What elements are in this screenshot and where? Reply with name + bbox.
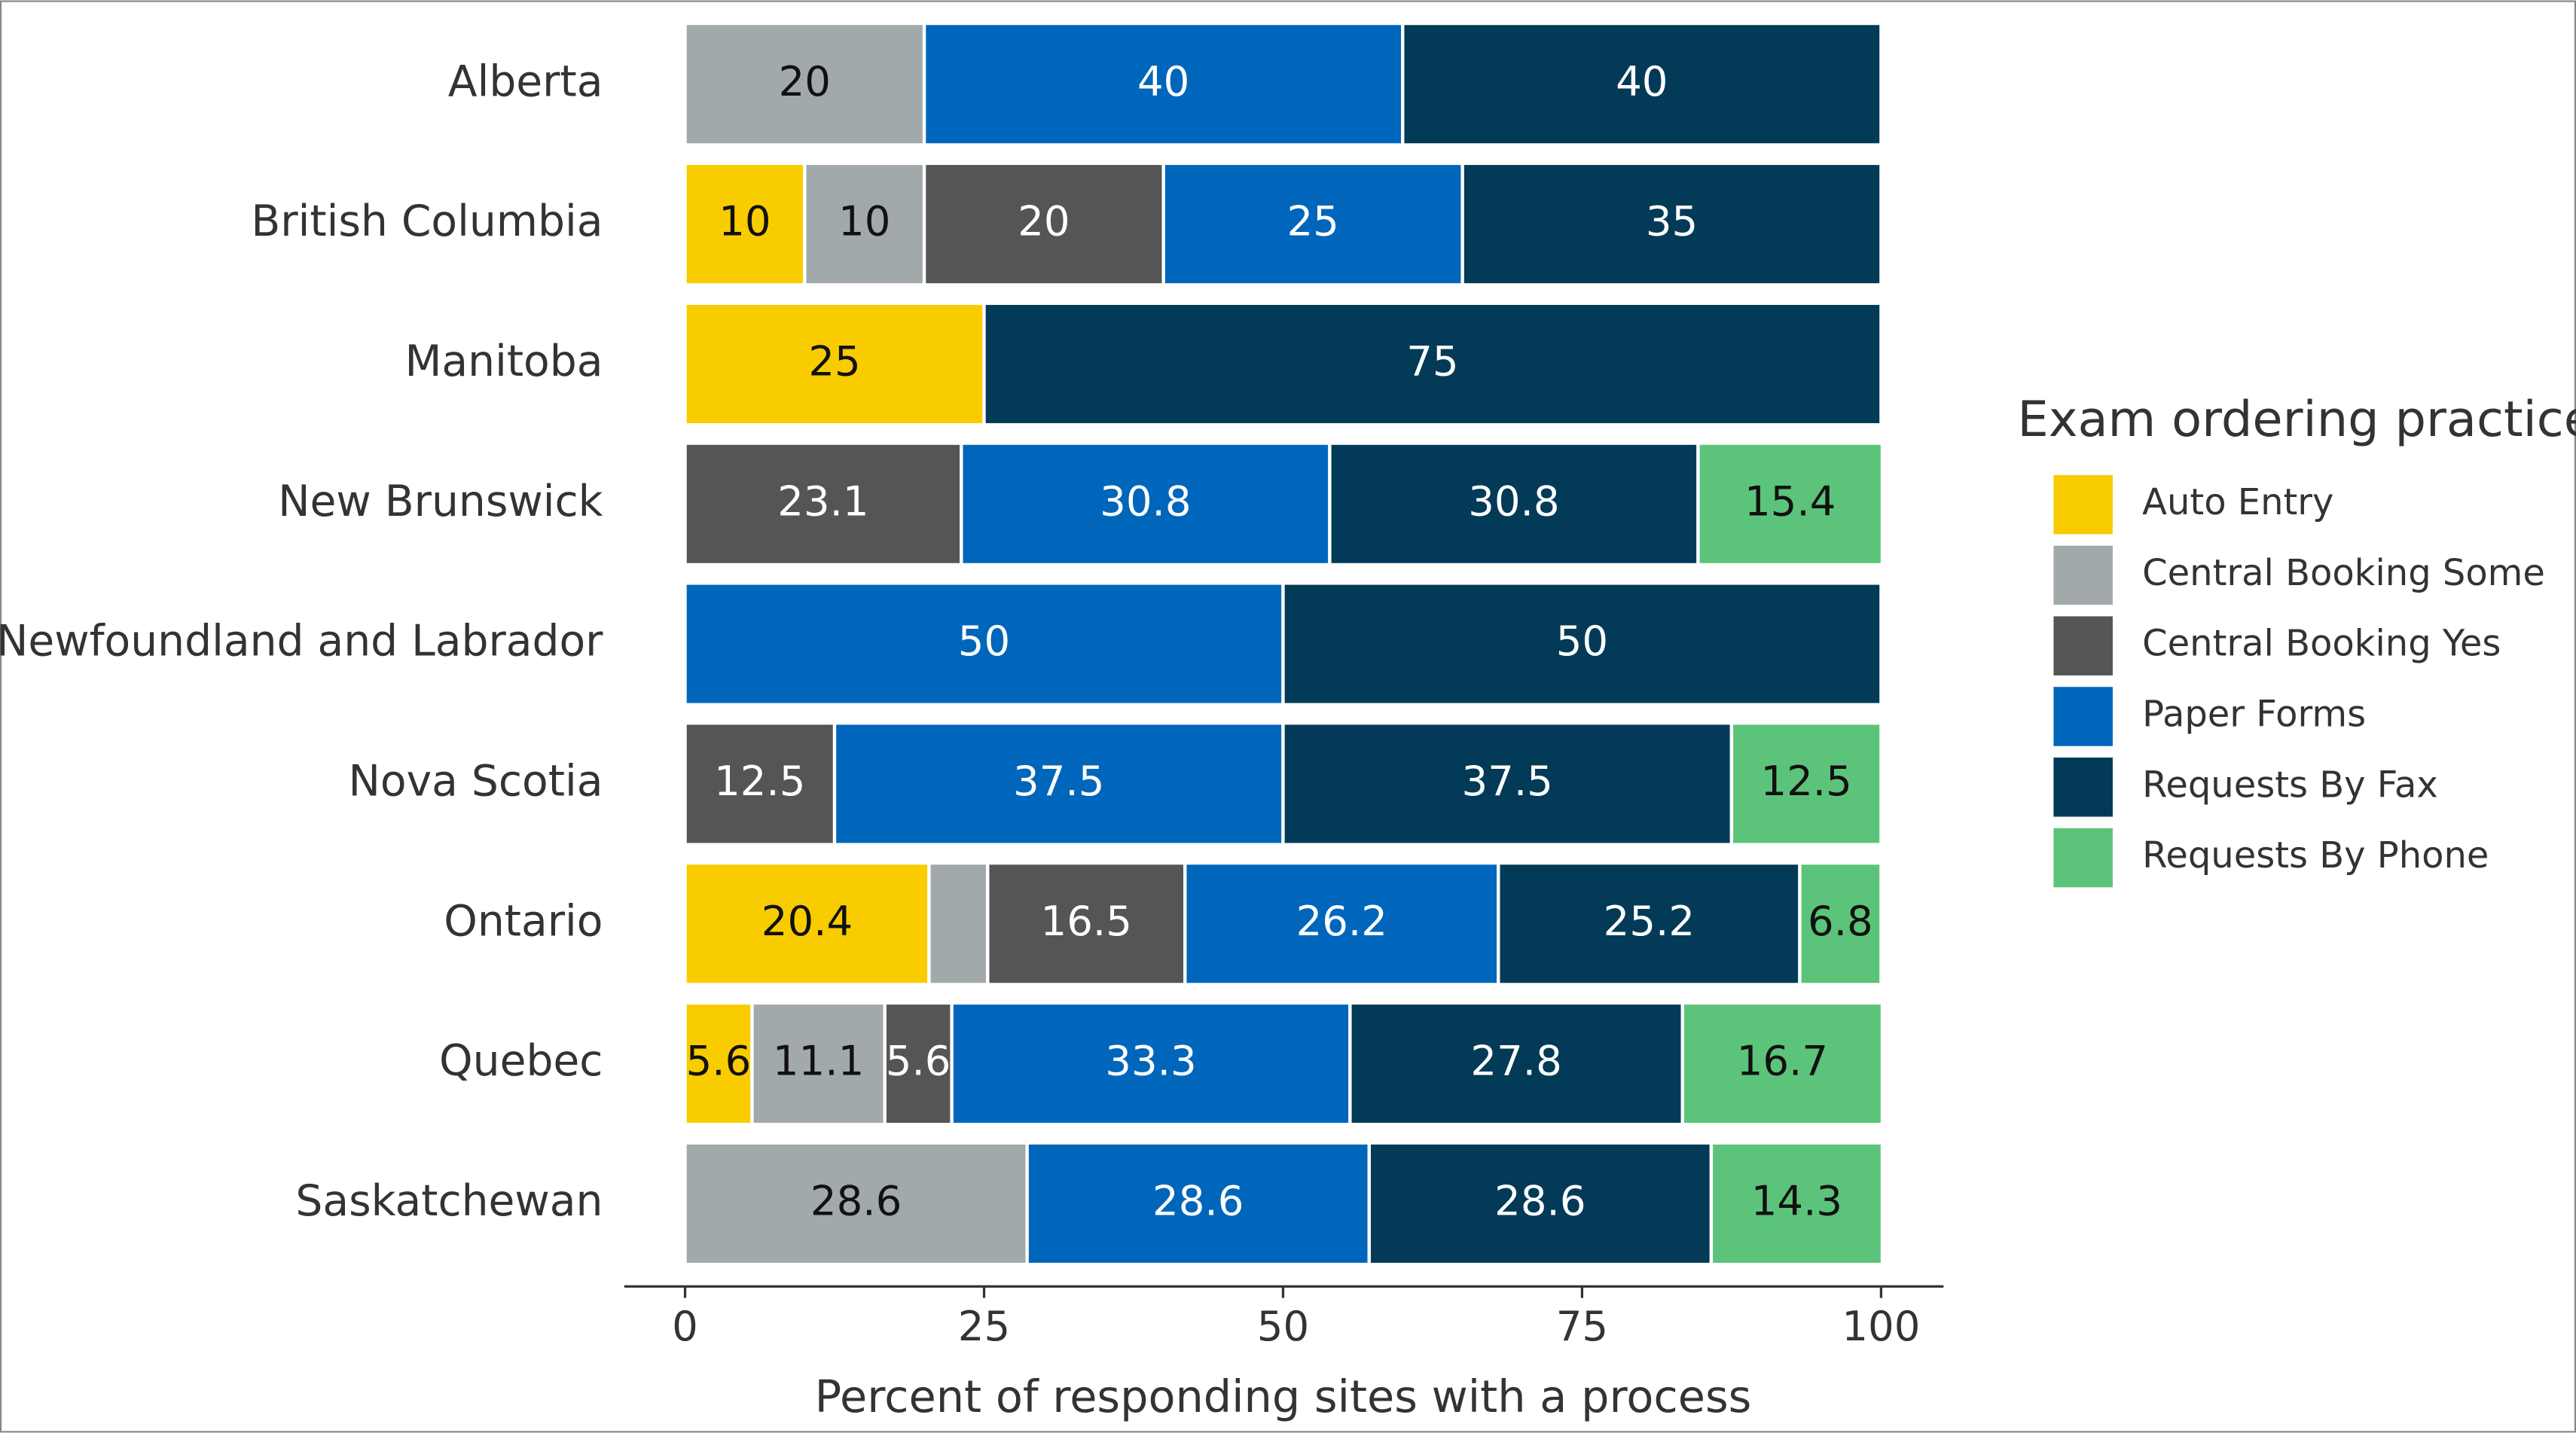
data-label: 23.1 — [777, 477, 868, 525]
bar-segment — [1348, 1001, 1684, 1127]
bar-segment — [803, 161, 926, 287]
bar-segment — [683, 161, 807, 287]
data-label: 30.8 — [1100, 477, 1191, 525]
legend-key — [2053, 828, 2113, 888]
bar-segment — [1401, 21, 1883, 147]
bar-segment — [1460, 161, 1883, 287]
bar-segment — [982, 301, 1883, 427]
bar-segment — [1729, 721, 1883, 846]
y-tick-label: Nova Scotia — [349, 757, 603, 806]
bar-segment — [1281, 581, 1883, 706]
x-tick-label: 75 — [1556, 1302, 1608, 1350]
bar-segment — [1367, 1141, 1714, 1267]
bar-segment — [1328, 441, 1700, 567]
data-label: 35 — [1646, 197, 1698, 245]
data-label: 20 — [1018, 197, 1070, 245]
legend-label: Central Booking Yes — [2142, 623, 2501, 665]
x-tick-label: 0 — [672, 1302, 698, 1350]
y-tick-label: Quebec — [439, 1036, 603, 1086]
data-label: 20.4 — [762, 897, 853, 945]
data-label: 10 — [719, 197, 771, 245]
data-label: 30.8 — [1468, 477, 1559, 525]
data-label: 26.2 — [1296, 897, 1387, 945]
bar-segment — [1696, 441, 1885, 567]
y-tick-label: Alberta — [448, 56, 603, 106]
data-label: 37.5 — [1013, 757, 1104, 805]
data-label: 10 — [838, 197, 890, 245]
data-label: 16.5 — [1041, 897, 1132, 945]
data-label: 25 — [1286, 197, 1338, 245]
bar-segment — [986, 861, 1187, 986]
y-tick-label: British Columbia — [251, 197, 603, 246]
y-tick-label: Manitoba — [405, 337, 603, 386]
data-label: 11.1 — [773, 1037, 864, 1085]
y-tick-label: Newfoundland and Labrador — [0, 617, 603, 666]
data-label: 20 — [779, 57, 831, 105]
x-tick-label: 25 — [958, 1302, 1010, 1350]
bar-segment — [1798, 861, 1883, 986]
bar-segment — [950, 1001, 1352, 1127]
data-label: 50 — [1556, 617, 1608, 665]
legend-key — [2053, 474, 2113, 535]
data-label: 12.5 — [1760, 757, 1851, 805]
data-label: 28.6 — [810, 1177, 902, 1225]
bar-segment — [683, 301, 986, 427]
data-label: 25 — [808, 337, 860, 386]
bar-segment — [883, 1001, 954, 1127]
bar-segment — [683, 721, 837, 846]
legend-label: Paper Forms — [2142, 694, 2366, 736]
legend-label: Central Booking Some — [2142, 552, 2545, 594]
data-label: 28.6 — [1152, 1177, 1244, 1225]
x-axis-title: Percent of responding sites with a proce… — [815, 1370, 1752, 1422]
data-label: 6.8 — [1808, 897, 1873, 945]
bar-segment — [683, 1141, 1029, 1267]
bar-segment — [1709, 1141, 1885, 1267]
data-label: 15.4 — [1744, 477, 1836, 525]
data-label: 37.5 — [1461, 757, 1552, 805]
data-label: 33.3 — [1105, 1037, 1196, 1085]
legend-key — [2053, 616, 2113, 675]
data-label: 16.7 — [1737, 1037, 1828, 1085]
data-label: 5.6 — [886, 1037, 951, 1085]
data-label: 5.6 — [686, 1037, 752, 1085]
bar-segment — [683, 1001, 754, 1127]
bar-segment — [1161, 161, 1464, 287]
bar-segment — [1680, 1001, 1885, 1127]
bar-segment — [922, 161, 1165, 287]
data-label: 40 — [1616, 57, 1668, 105]
legend-title: Exam ordering practice — [2017, 391, 2576, 448]
legend-key — [2053, 687, 2113, 746]
legend-label: Auto Entry — [2142, 481, 2333, 523]
data-label: 75 — [1406, 337, 1458, 386]
data-label: 25.2 — [1604, 897, 1695, 945]
data-label: 27.8 — [1470, 1037, 1561, 1085]
x-tick-label: 100 — [1842, 1302, 1920, 1350]
legend-label: Requests By Fax — [2142, 764, 2438, 806]
y-tick-label: Ontario — [444, 896, 603, 946]
data-label: 14.3 — [1751, 1177, 1842, 1225]
data-label: 12.5 — [714, 757, 805, 805]
bar-segment — [683, 441, 963, 567]
legend-key — [2053, 758, 2113, 817]
data-label: 40 — [1137, 57, 1189, 105]
bar-segment — [1183, 861, 1500, 986]
bar-segment — [960, 441, 1332, 567]
bar-segment — [750, 1001, 887, 1127]
data-label: 28.6 — [1494, 1177, 1586, 1225]
x-tick-label: 50 — [1257, 1302, 1309, 1350]
bar-segment — [927, 861, 990, 986]
y-tick-label: Saskatchewan — [295, 1176, 603, 1226]
legend-key — [2053, 545, 2113, 605]
y-tick-label: New Brunswick — [278, 477, 603, 526]
legend-label: Requests By Phone — [2142, 834, 2489, 877]
data-label: 50 — [958, 617, 1010, 665]
